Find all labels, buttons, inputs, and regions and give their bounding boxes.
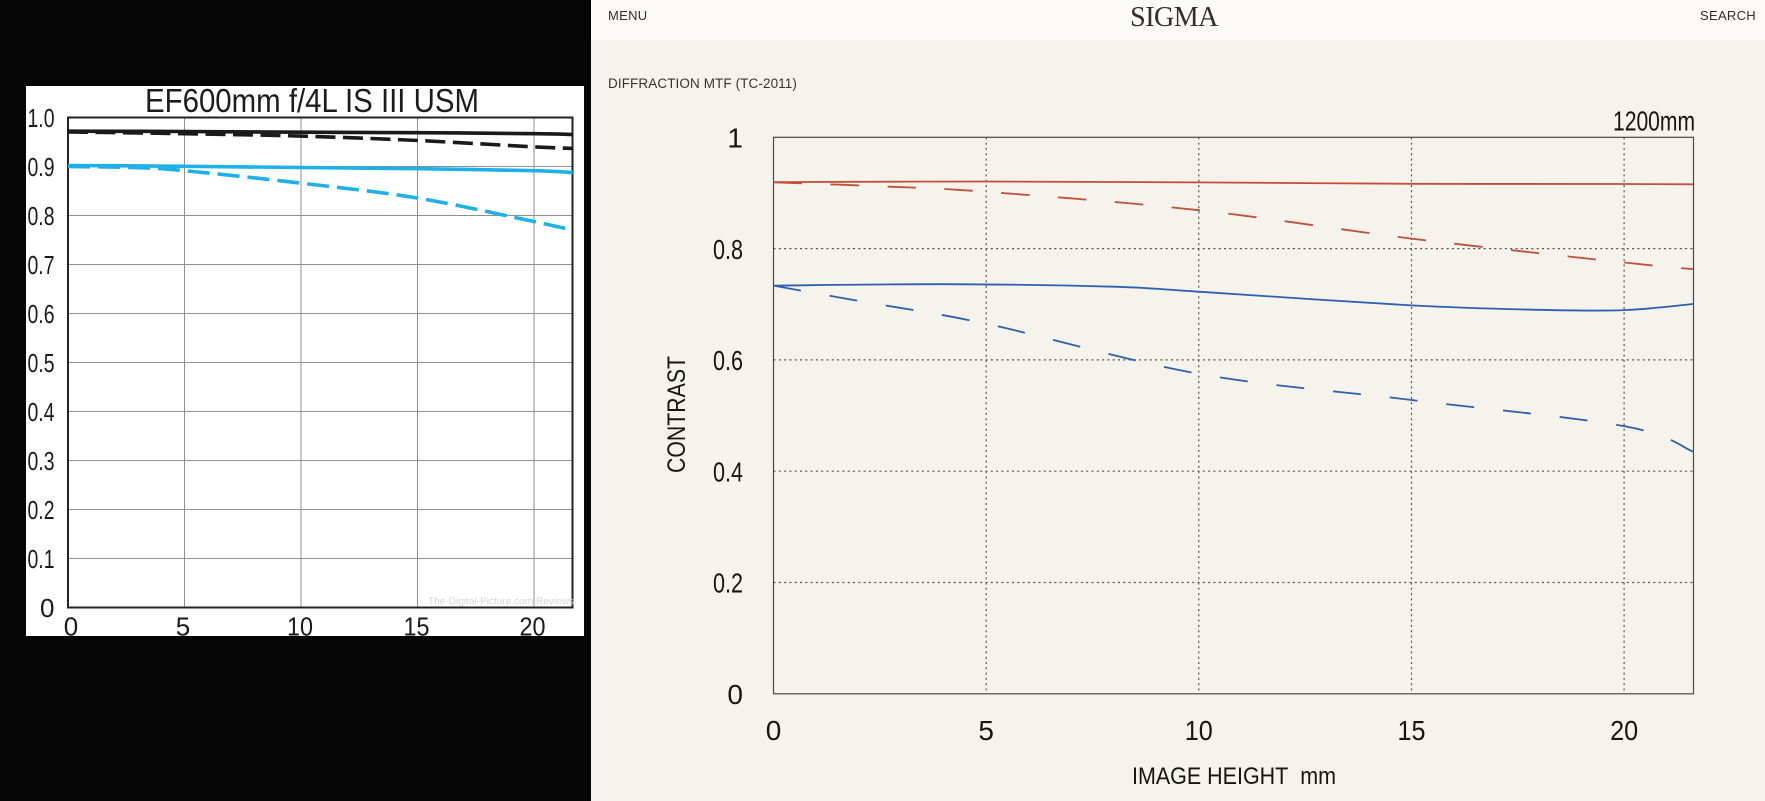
svg-text:0.5: 0.5 bbox=[28, 348, 55, 378]
svg-text:10: 10 bbox=[287, 612, 313, 637]
svg-text:1200mm: 1200mm bbox=[1613, 106, 1695, 137]
svg-text:0.4: 0.4 bbox=[713, 456, 743, 487]
svg-text:0.9: 0.9 bbox=[28, 152, 55, 182]
svg-text:5: 5 bbox=[176, 612, 190, 637]
svg-text:1.0: 1.0 bbox=[28, 103, 55, 133]
svg-text:0: 0 bbox=[766, 715, 782, 746]
svg-text:20: 20 bbox=[520, 612, 546, 637]
svg-text:EF600mm f/4L IS III USM: EF600mm f/4L IS III USM bbox=[145, 86, 479, 119]
svg-text:0.4: 0.4 bbox=[28, 397, 55, 427]
svg-text:20: 20 bbox=[1610, 715, 1638, 746]
svg-text:0: 0 bbox=[64, 612, 78, 637]
svg-text:0: 0 bbox=[40, 593, 54, 623]
svg-text:0.3: 0.3 bbox=[28, 446, 55, 476]
svg-text:0.6: 0.6 bbox=[28, 299, 55, 329]
svg-text:0: 0 bbox=[727, 679, 743, 710]
svg-text:15: 15 bbox=[1398, 715, 1426, 746]
svg-text:15: 15 bbox=[404, 612, 430, 637]
svg-text:The-Digital-Picture.com Review: The-Digital-Picture.com Reviews bbox=[428, 596, 574, 608]
svg-text:CONTRAST: CONTRAST bbox=[663, 356, 691, 473]
svg-text:5: 5 bbox=[978, 715, 994, 746]
svg-text:0.2: 0.2 bbox=[713, 568, 743, 599]
svg-text:0.8: 0.8 bbox=[713, 234, 743, 265]
svg-text:0.6: 0.6 bbox=[713, 345, 743, 376]
svg-text:0.7: 0.7 bbox=[28, 250, 55, 280]
svg-text:1: 1 bbox=[727, 123, 743, 154]
svg-text:0.2: 0.2 bbox=[28, 495, 55, 525]
svg-text:IMAGE HEIGHT mm: IMAGE HEIGHT mm bbox=[1132, 763, 1336, 790]
svg-text:0.1: 0.1 bbox=[28, 544, 55, 574]
svg-text:0.8: 0.8 bbox=[28, 201, 55, 231]
svg-text:10: 10 bbox=[1185, 715, 1213, 746]
